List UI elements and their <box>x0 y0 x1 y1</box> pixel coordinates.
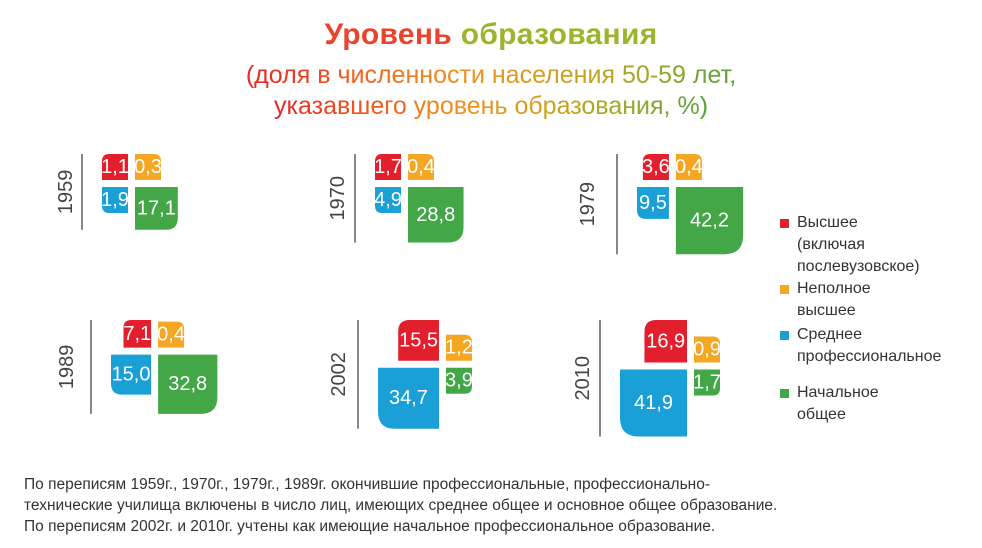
data-label-incomplete-higher-1979: 0,4 <box>675 156 703 178</box>
data-label-incomplete-higher-2010: 0,9 <box>693 339 721 361</box>
panel-year-label-1970: 1970 <box>327 176 349 221</box>
panel-year-label-1979: 1979 <box>577 182 599 227</box>
title-word-1: Уровень <box>324 18 453 51</box>
data-label-incomplete-higher-1959: 0,3 <box>134 156 162 178</box>
data-label-higher-2002: 15,5 <box>399 329 438 351</box>
legend-label-vocational: Среднее профессиональное <box>797 326 942 365</box>
data-label-incomplete-higher-2002: 1,2 <box>445 337 473 359</box>
bar-vocational-1979 <box>637 187 669 219</box>
bar-primary-1959 <box>135 187 178 230</box>
data-label-vocational-1959: 1,9 <box>101 189 129 211</box>
bar-incomplete-higher-1959 <box>135 154 161 180</box>
data-label-higher-1970: 1,7 <box>374 156 402 178</box>
legend-swatch-primary <box>780 389 789 398</box>
data-label-primary-2010: 1,7 <box>693 372 721 394</box>
legend-label-primary: Начальное общее <box>797 384 879 423</box>
bar-higher-1989 <box>123 320 152 348</box>
data-label-higher-1989: 7,1 <box>123 323 151 345</box>
bar-primary-1970 <box>408 187 464 243</box>
data-label-vocational-2002: 34,7 <box>389 387 428 409</box>
chart-subtitle-line-1: (доля в численности населения 50-59 лет, <box>245 61 737 89</box>
bar-higher-2002 <box>398 320 439 361</box>
data-label-incomplete-higher-1989: 0,4 <box>157 324 185 346</box>
footnote-line-3: По переписям 2002г. и 2010г. учтены как … <box>24 518 716 535</box>
data-label-vocational-1989: 15,0 <box>112 364 151 386</box>
data-label-higher-1979: 3,6 <box>642 156 670 178</box>
panel-year-label-2010: 2010 <box>572 356 594 401</box>
legend-swatch-incomplete-higher <box>780 285 789 294</box>
data-label-higher-1959: 1,1 <box>101 156 129 178</box>
legend-swatch-higher <box>780 219 789 228</box>
chart-subtitle-line-2: указавшего уровень образования, %) <box>273 92 709 120</box>
footnote-line-2: технические училища включены в число лиц… <box>24 497 778 514</box>
data-label-vocational-1979: 9,5 <box>639 192 667 214</box>
data-label-vocational-1970: 4,9 <box>374 189 402 211</box>
panel-year-label-1959: 1959 <box>55 170 77 215</box>
bar-higher-1979 <box>642 154 669 180</box>
chart-title: Уровень образования <box>0 18 982 52</box>
bar-primary-1979 <box>675 187 744 255</box>
panel-year-label-2002: 2002 <box>328 352 350 397</box>
bar-vocational-1970 <box>375 187 401 213</box>
bar-incomplete-higher-2010 <box>693 336 720 363</box>
bar-higher-2010 <box>644 320 687 363</box>
bar-primary-2002 <box>445 367 472 394</box>
bar-higher-1959 <box>102 154 128 180</box>
bar-higher-1970 <box>375 154 401 180</box>
legend-label-incomplete-higher: Неполное высшее <box>797 280 871 319</box>
panel-year-label-1989: 1989 <box>56 345 78 390</box>
bar-incomplete-higher-1989 <box>158 321 185 348</box>
data-label-primary-1989: 32,8 <box>168 373 207 395</box>
bar-primary-2010 <box>693 369 720 396</box>
legend-swatch-vocational <box>780 331 789 340</box>
bar-incomplete-higher-1970 <box>408 154 434 180</box>
footnote-line-1: По переписям 1959г., 1970г., 1979г., 198… <box>24 476 711 493</box>
data-label-incomplete-higher-1970: 0,4 <box>407 156 435 178</box>
bar-primary-1989 <box>158 354 218 414</box>
data-label-primary-1970: 28,8 <box>416 204 455 226</box>
footnote: По переписям 1959г., 1970г., 1979г., 198… <box>24 474 964 537</box>
bar-vocational-2002 <box>378 367 439 429</box>
bar-incomplete-higher-2002 <box>445 334 472 361</box>
data-label-primary-1959: 17,1 <box>137 197 176 219</box>
data-label-primary-2002: 3,9 <box>445 370 473 392</box>
bar-incomplete-higher-1979 <box>675 154 702 180</box>
data-label-vocational-2010: 41,9 <box>634 392 673 414</box>
title-word-2: образования <box>460 18 658 51</box>
legend-label-higher: Высшее (включая послевузовское) <box>797 214 920 275</box>
bar-vocational-2010 <box>620 369 687 437</box>
data-label-higher-2010: 16,9 <box>646 330 685 352</box>
data-label-primary-1979: 42,2 <box>690 210 729 232</box>
bar-vocational-1959 <box>102 187 128 213</box>
bar-vocational-1989 <box>111 354 152 395</box>
